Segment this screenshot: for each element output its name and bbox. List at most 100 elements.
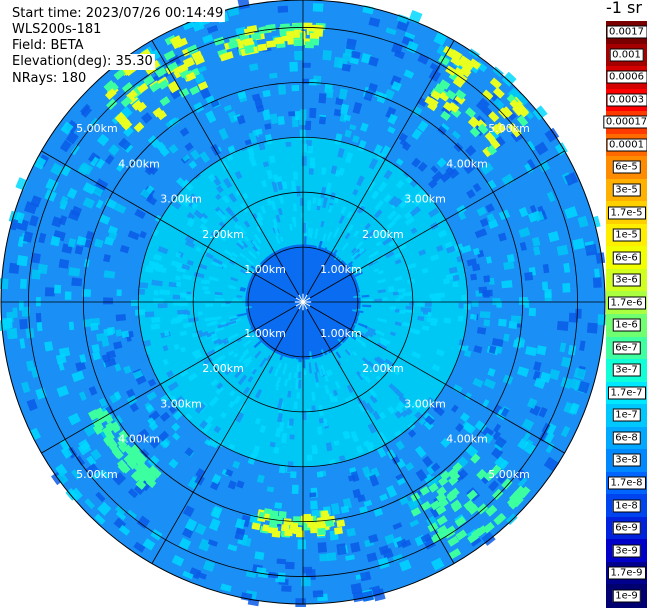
speckle-cell <box>179 301 188 307</box>
speckle-cell <box>147 417 156 426</box>
speckle-cell <box>236 241 245 250</box>
speckle-cell <box>462 421 476 435</box>
speckle-cell <box>168 143 179 154</box>
speckle-cell <box>130 316 140 323</box>
speckle-cell <box>282 363 288 375</box>
speckle-cell <box>228 284 235 289</box>
speckle-cell <box>35 313 42 323</box>
speckle-cell <box>71 370 85 383</box>
speckle-cell <box>82 182 96 195</box>
speckle-cell <box>197 65 207 74</box>
band-cell <box>243 37 254 46</box>
speckle-cell <box>341 63 352 72</box>
speckle-cell <box>228 443 236 450</box>
speckle-cell <box>320 186 327 199</box>
speckle-cell <box>104 154 115 165</box>
speckle-cell <box>569 402 580 415</box>
speckle-cell <box>166 370 174 378</box>
speckle-cell <box>223 249 234 257</box>
speckle-cell <box>324 375 329 382</box>
speckle-cell <box>186 259 194 266</box>
band-cell <box>133 121 145 133</box>
speckle-cell <box>288 111 296 117</box>
speckle-cell <box>363 233 370 241</box>
band-cell <box>119 463 131 474</box>
speckle-cell <box>242 357 249 365</box>
speckle-cell <box>415 469 428 482</box>
speckle-cell <box>216 209 227 221</box>
speckle-cell <box>248 155 257 167</box>
band-cell <box>286 31 296 38</box>
band-cell <box>293 39 303 47</box>
speckle-cell <box>560 356 572 368</box>
speckle-cell <box>426 317 438 324</box>
speckle-cell <box>367 360 378 371</box>
speckle-cell <box>227 350 235 357</box>
speckle-cell <box>307 145 314 154</box>
speckle-cell <box>17 236 25 248</box>
speckle-cell <box>435 349 445 357</box>
speckle-cell <box>522 432 531 443</box>
band-cell <box>476 503 489 515</box>
speckle-cell <box>220 321 227 326</box>
speckle-cell <box>544 289 552 298</box>
speckle-cell <box>71 205 82 217</box>
speckle-cell <box>411 400 422 411</box>
speckle-cell <box>26 360 35 372</box>
band-cell <box>454 94 466 105</box>
speckle-cell <box>556 244 569 256</box>
band-cell <box>450 499 462 511</box>
speckle-cell <box>29 215 39 227</box>
speckle-cell <box>392 213 402 223</box>
speckle-cell <box>240 286 247 291</box>
speckle-cell <box>186 220 194 228</box>
band-cell <box>317 527 326 536</box>
speckle-cell <box>398 132 408 143</box>
speckle-cell <box>116 289 122 297</box>
colorbar-band: 6e-9 <box>606 516 647 540</box>
speckle-cell <box>417 161 428 172</box>
speckle-cell <box>115 329 123 337</box>
speckle-cell <box>232 298 239 301</box>
speckle-cell <box>475 97 490 112</box>
band-cell <box>482 146 493 158</box>
speckle-cell <box>452 384 463 394</box>
band-cell <box>455 89 467 100</box>
speckle-cell <box>568 312 579 323</box>
band-cell <box>197 81 209 91</box>
speckle-cell <box>503 261 515 270</box>
colorbar-band: 1.7e-9 <box>606 561 647 586</box>
band-cell <box>135 101 147 113</box>
speckle-cell <box>253 233 262 244</box>
speckle-cell <box>385 27 397 36</box>
speckle-cell <box>140 448 150 458</box>
speckle-cell <box>80 106 92 118</box>
speckle-cell <box>235 189 242 196</box>
speckle-cell <box>365 331 374 338</box>
speckle-cell <box>326 350 331 358</box>
band-cell <box>491 123 503 136</box>
speckle-cell <box>187 217 195 225</box>
speckle-cell <box>106 350 117 359</box>
speckle-cell <box>247 250 258 260</box>
speckle-cell <box>257 570 269 579</box>
speckle-cell <box>401 141 411 151</box>
speckle-cell <box>398 295 404 299</box>
speckle-cell <box>331 503 340 515</box>
speckle-cell <box>367 442 375 449</box>
speckle-cell <box>479 311 491 319</box>
speckle-cell <box>379 493 389 502</box>
speckle-cell <box>544 127 560 143</box>
speckle-cell <box>348 474 356 482</box>
colorbar-tick-label: 3e-9 <box>612 544 641 558</box>
speckle-cell <box>118 137 131 151</box>
speckle-cell <box>549 369 560 381</box>
speckle-cell <box>326 370 331 377</box>
speckle-cell <box>168 395 178 404</box>
speckle-cell <box>373 144 383 155</box>
band-cell <box>131 99 143 111</box>
speckle-cell <box>483 319 491 327</box>
speckle-cell <box>119 244 130 254</box>
speckle-cell <box>344 232 351 240</box>
speckle-cell <box>391 81 402 92</box>
